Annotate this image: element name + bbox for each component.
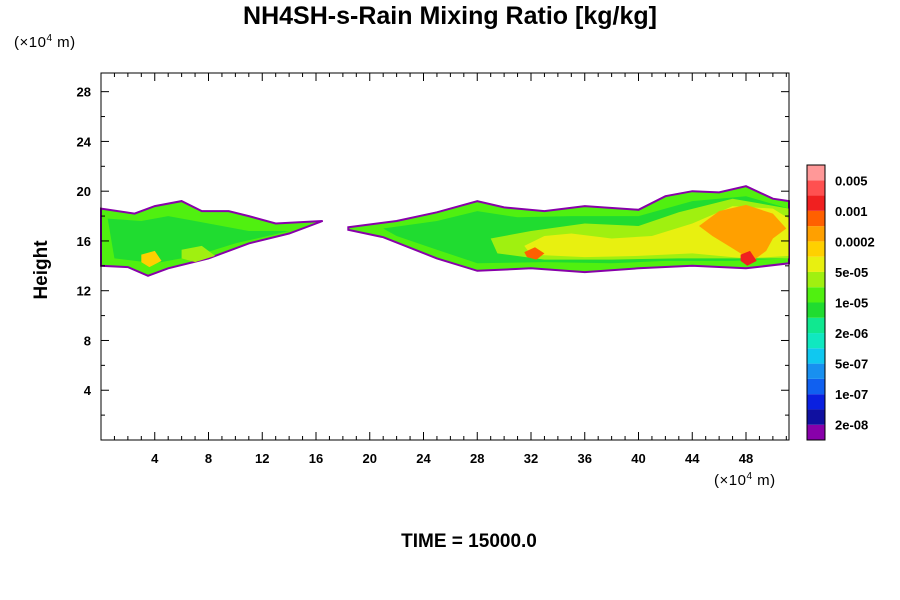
colorbar-swatch bbox=[807, 210, 825, 227]
colorbar-swatch bbox=[807, 226, 825, 242]
x-tick-label: 8 bbox=[205, 451, 212, 466]
colorbar-swatch bbox=[807, 378, 825, 395]
colorbar-swatch bbox=[807, 241, 825, 257]
colorbar-label: 0.005 bbox=[835, 173, 868, 188]
colorbar-swatch bbox=[807, 317, 825, 334]
x-tick-label: 12 bbox=[255, 451, 269, 466]
y-tick-label: 16 bbox=[77, 234, 91, 249]
contour-left-hot bbox=[141, 250, 162, 268]
x-tick-label: 36 bbox=[578, 451, 592, 466]
x-tick-label: 32 bbox=[524, 451, 538, 466]
x-tick-label: 16 bbox=[309, 451, 323, 466]
contour-right-orange bbox=[699, 204, 787, 261]
colorbar-label: 0.001 bbox=[835, 204, 868, 219]
colorbar-swatch bbox=[807, 256, 825, 272]
contour-right-hot-b bbox=[524, 247, 545, 260]
colorbar-label: 0.0002 bbox=[835, 234, 875, 249]
colorbar-swatch bbox=[807, 363, 825, 379]
colorbar-swatch bbox=[807, 302, 825, 318]
y-tick-label: 8 bbox=[84, 333, 91, 348]
colorbar-swatch bbox=[807, 409, 825, 425]
y-tick-label: 24 bbox=[77, 134, 92, 149]
chart-title: NH4SH-s-Rain Mixing Ratio [kg/kg] bbox=[243, 2, 657, 30]
colorbar-label: 2e-06 bbox=[835, 326, 868, 341]
y-tick-label: 4 bbox=[84, 383, 92, 398]
colorbar-swatch bbox=[807, 348, 825, 364]
colorbar-label: 5e-07 bbox=[835, 357, 868, 372]
x-tick-label: 44 bbox=[685, 451, 700, 466]
x-tick-label: 28 bbox=[470, 451, 484, 466]
colorbar-label: 1e-07 bbox=[835, 387, 868, 402]
x-tick-label: 40 bbox=[631, 451, 645, 466]
y-axis: 4 8 12 16 20 24 28 bbox=[77, 85, 789, 416]
colorbar: 2e-08 1e-07 5e-07 2e-06 1e-05 5e-05 0.0002 0.00… bbox=[806, 164, 875, 441]
time-label: TIME = 15000.0 bbox=[401, 531, 537, 552]
colorbar-label: 1e-05 bbox=[835, 296, 868, 311]
plot-frame bbox=[100, 72, 790, 441]
x-unit-label: (×104 m) bbox=[714, 471, 776, 489]
colorbar-label: 5e-05 bbox=[835, 265, 868, 280]
colorbar-swatch bbox=[807, 287, 825, 303]
y-tick-label: 20 bbox=[77, 184, 91, 199]
x-axis: 4 8 12 16 20 24 28 32 36 40 44 48 bbox=[113, 73, 787, 466]
colorbar-swatch bbox=[807, 180, 825, 196]
colorbar-swatch bbox=[807, 195, 825, 211]
colorbar-swatch bbox=[807, 333, 825, 349]
x-tick-label: 4 bbox=[151, 451, 159, 466]
colorbar-swatch bbox=[807, 165, 825, 181]
x-tick-label: 20 bbox=[363, 451, 377, 466]
colorbar-label: 2e-08 bbox=[835, 418, 868, 433]
x-tick-label: 48 bbox=[739, 451, 753, 466]
colorbar-frame bbox=[806, 164, 826, 441]
contour-right-hot-a bbox=[740, 250, 757, 266]
plot-regions bbox=[100, 185, 790, 277]
y-unit-label: (×104 m) bbox=[14, 33, 76, 51]
contour-left-green bbox=[181, 245, 216, 263]
y-tick-label: 28 bbox=[77, 85, 91, 100]
x-tick-label: 24 bbox=[416, 451, 431, 466]
colorbar-swatch bbox=[807, 394, 825, 410]
y-tick-label: 12 bbox=[77, 284, 91, 299]
colorbar-swatch bbox=[807, 424, 825, 440]
colorbar-swatch bbox=[807, 271, 825, 288]
